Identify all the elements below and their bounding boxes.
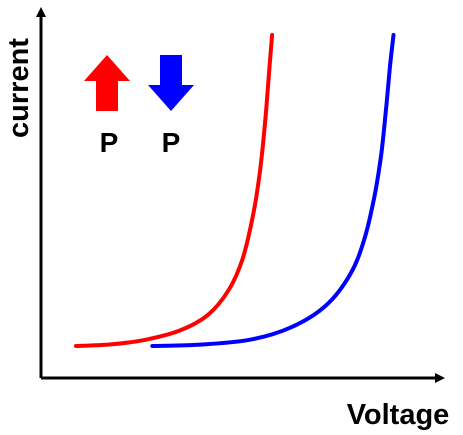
- arrow-up-icon: [84, 55, 130, 111]
- legend-item-p-up: P: [84, 55, 130, 158]
- y-axis-label: current: [3, 38, 35, 138]
- x-axis-label: Voltage: [347, 399, 450, 431]
- legend-item-p-down: P: [148, 55, 194, 158]
- arrow-down-icon: [148, 55, 194, 111]
- series-p-up-line: [74, 33, 275, 348]
- series-p-down-line: [150, 33, 396, 348]
- legend-label-p-down: P: [162, 127, 181, 158]
- legend-label-p-up: P: [100, 127, 119, 158]
